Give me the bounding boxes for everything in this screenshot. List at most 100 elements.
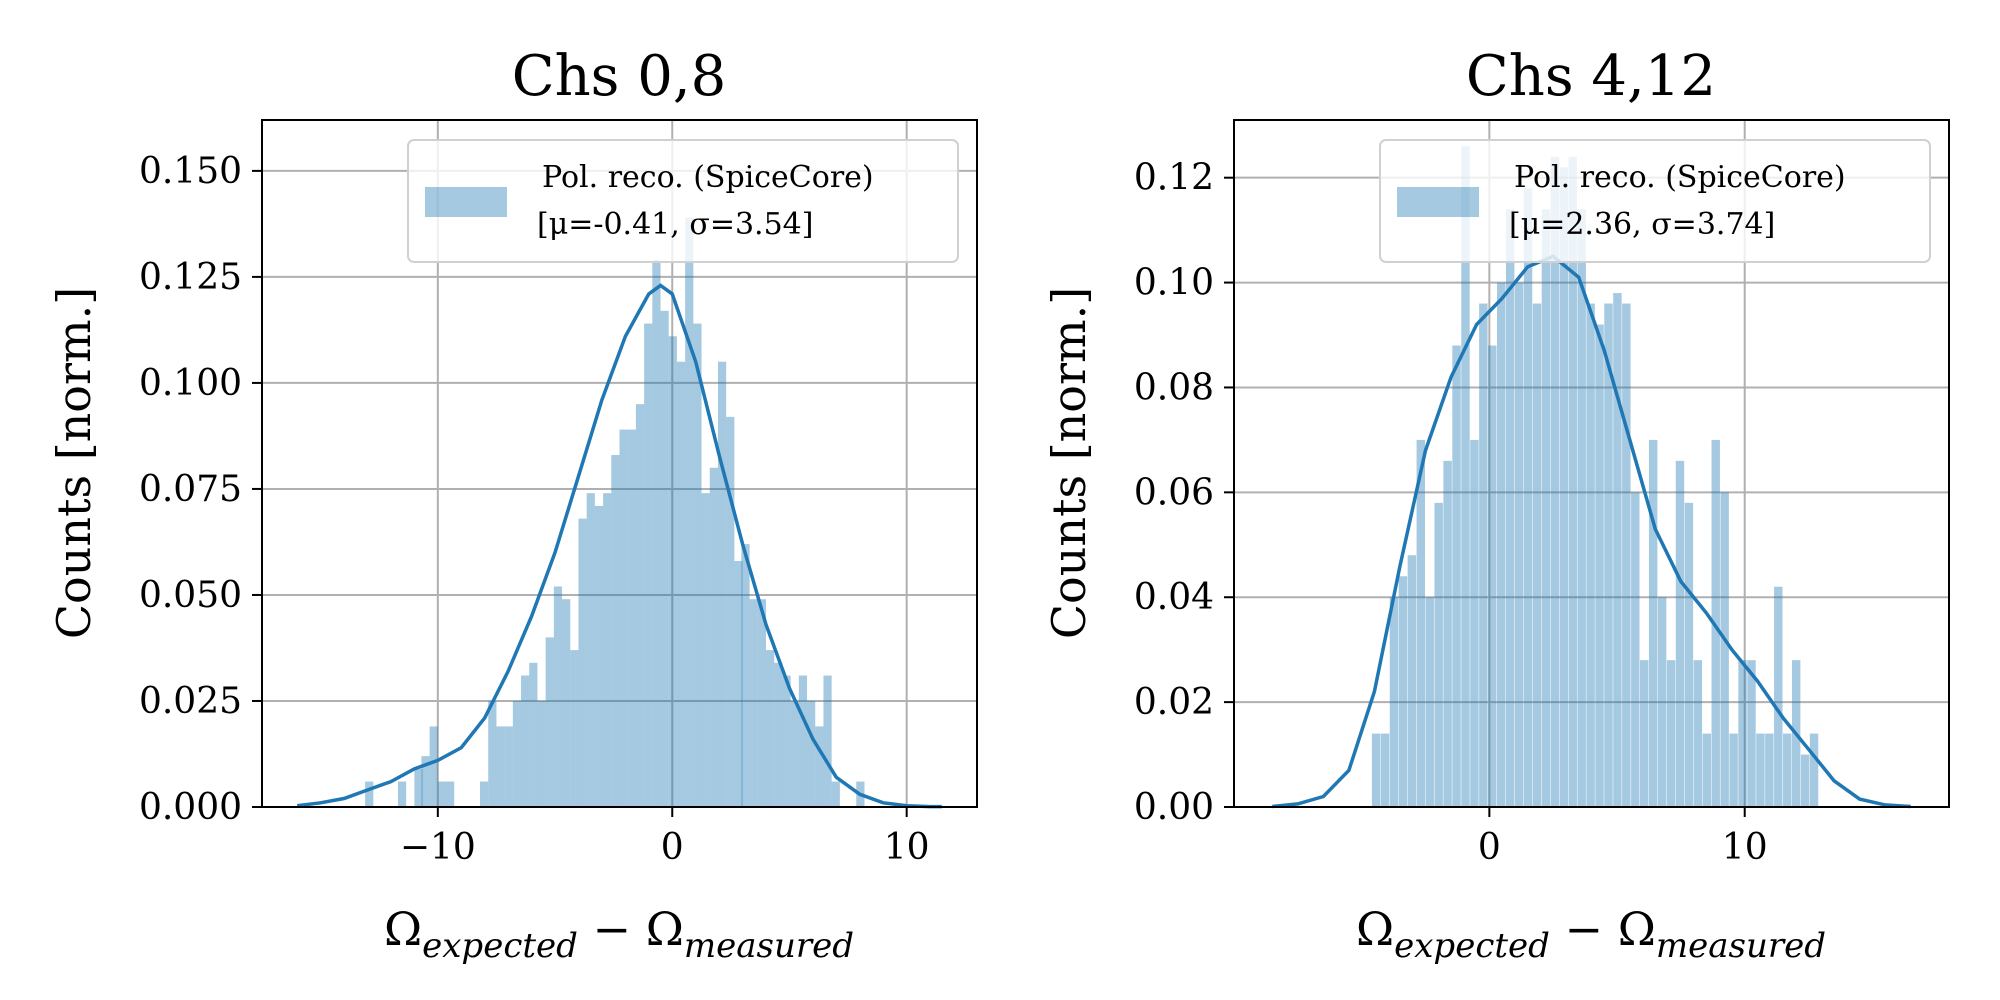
histogram-bar	[1738, 660, 1747, 807]
histogram-bar	[537, 700, 546, 807]
histogram-bar	[421, 756, 430, 807]
x-axis-ticks: 0 10	[1478, 807, 1768, 868]
histogram-bar	[757, 599, 767, 807]
histogram-bar	[1523, 188, 1533, 808]
legend-label-line1: Pol. reco. (SpiceCore)	[1514, 160, 1846, 195]
histogram-bar	[1675, 460, 1685, 807]
histogram-bar	[414, 768, 423, 807]
histogram-bar	[545, 637, 554, 807]
x-label-omega-2: Ω	[646, 902, 684, 956]
histogram-bar	[480, 781, 489, 807]
histogram-bar	[1550, 156, 1560, 807]
histogram-bar	[1595, 324, 1604, 807]
chart-panel-left: Chs 0,8 −10 0 10 0.000 0.025 0.050 0.075 0.100…	[47, 44, 978, 966]
y-axis-ticks: 0.000 0.025 0.050 0.075 0.100 0.125 0.150	[139, 151, 262, 828]
histogram-bar	[504, 726, 513, 807]
histogram-bar	[790, 700, 799, 807]
histogram-bar	[529, 662, 538, 807]
legend-label-line1: Pol. reco. (SpiceCore)	[542, 160, 874, 195]
histogram-bar	[668, 336, 677, 807]
x-axis-label: Ωexpected − Ωmeasured	[1356, 902, 1826, 966]
legend-box	[1379, 139, 1931, 263]
histogram-bar	[652, 259, 661, 807]
legend-swatch	[1397, 187, 1479, 217]
y-tick-label: 0.10	[1134, 263, 1214, 304]
y-tick-label: 0.00	[1134, 787, 1214, 828]
histogram-bar	[709, 467, 718, 807]
histogram-bar	[1577, 209, 1586, 808]
plot-frame	[1233, 119, 1950, 808]
histogram-bar	[1479, 303, 1488, 807]
histogram-bar	[1398, 576, 1408, 807]
histogram-bar	[446, 781, 455, 807]
legend: Pol. reco. (SpiceCore) [μ=2.36, σ=3.74]	[1379, 139, 1931, 263]
y-tick-label: 0.125	[139, 257, 242, 298]
histogram-bar	[693, 323, 702, 807]
histogram-bar	[734, 561, 743, 807]
histogram-bar	[1684, 502, 1694, 807]
histogram-bar	[512, 700, 522, 807]
y-tick-label: 0.06	[1134, 472, 1214, 513]
legend-label-line2: [μ=-0.41, σ=3.54]	[537, 207, 813, 242]
histogram-bar	[635, 404, 645, 807]
chart-title: Chs 4,12	[1466, 44, 1716, 109]
histogram-bar	[1470, 439, 1479, 807]
histogram-bar	[1568, 156, 1577, 807]
histogram-bar	[766, 650, 775, 807]
histogram-bar	[397, 781, 407, 807]
histogram-bar	[1631, 492, 1640, 807]
histogram-bar	[1809, 733, 1819, 807]
histogram-bar	[685, 217, 694, 807]
histogram-bar	[1434, 502, 1443, 807]
x-label-omega-1: Ω	[1356, 902, 1394, 956]
legend-swatch	[425, 187, 507, 217]
histogram-bar	[570, 650, 579, 807]
histogram-bar	[1407, 555, 1417, 807]
histogram-bar	[1586, 303, 1595, 807]
histogram-bar	[749, 599, 758, 807]
histogram-bar	[1756, 733, 1765, 807]
histogram-bar	[1461, 146, 1470, 807]
histogram-bar	[521, 675, 530, 807]
histogram-bar	[1648, 439, 1658, 807]
kde-curve	[1272, 254, 1911, 809]
histogram-bar	[365, 781, 374, 807]
histogram-bar	[611, 455, 620, 807]
x-tick-label: −10	[400, 827, 476, 868]
histogram-bar	[496, 726, 505, 807]
y-tick-label: 0.000	[139, 787, 242, 828]
histogram-bar	[823, 675, 832, 807]
histogram-bar	[1720, 492, 1729, 807]
histogram-bars	[365, 217, 865, 807]
histogram-bar	[603, 493, 612, 807]
legend: Pol. reco. (SpiceCore) [μ=-0.41, σ=3.54]	[407, 139, 959, 263]
y-tick-label: 0.050	[139, 575, 242, 616]
x-label-minus: −	[1550, 902, 1618, 956]
histogram-bar	[701, 493, 710, 807]
histogram-bar	[619, 429, 628, 807]
histogram-bar	[717, 361, 727, 807]
x-tick-label: 10	[884, 827, 930, 868]
y-tick-label: 0.100	[139, 363, 242, 404]
histogram-bar	[1604, 303, 1613, 807]
histogram-bar	[1640, 660, 1649, 807]
y-axis-label: Counts [norm.]	[1042, 287, 1096, 639]
y-axis-ticks: 0.00 0.02 0.04 0.06 0.08 0.10 0.12	[1134, 158, 1234, 828]
histogram-bar	[562, 599, 571, 807]
y-tick-label: 0.150	[139, 151, 242, 192]
histogram-bar	[437, 781, 447, 807]
histogram-bar	[1452, 345, 1461, 807]
y-tick-label: 0.04	[1134, 577, 1214, 618]
histogram-bar	[644, 323, 653, 807]
histogram-bars	[1371, 146, 1819, 808]
x-label-omega-2: Ω	[1618, 902, 1656, 956]
y-axis-label: Counts [norm.]	[47, 287, 101, 639]
y-tick-label: 0.12	[1134, 158, 1214, 199]
histogram-bar	[553, 586, 563, 807]
histogram-bar	[586, 493, 595, 807]
histogram-bar	[1559, 167, 1569, 807]
x-label-omega-1: Ω	[384, 902, 422, 956]
x-label-sub-expected: expected	[422, 926, 578, 966]
histogram-bar	[1774, 586, 1783, 807]
histogram-bar	[807, 700, 816, 807]
